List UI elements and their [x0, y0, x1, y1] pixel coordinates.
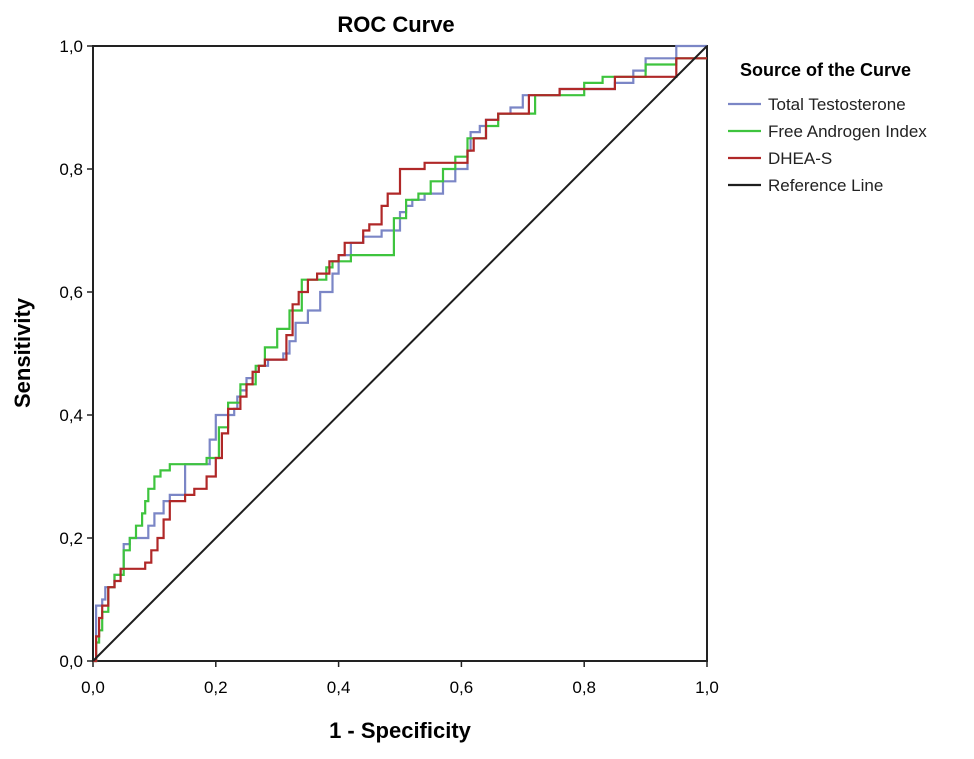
y-axis-title: Sensitivity: [10, 297, 35, 408]
legend-label-free-androgen-index: Free Androgen Index: [768, 122, 927, 141]
chart-title: ROC Curve: [337, 12, 454, 37]
legend-label-reference-line: Reference Line: [768, 176, 883, 195]
y-tick-label: 1,0: [59, 37, 83, 56]
series-layer: [92, 44, 708, 663]
y-tick-label: 0,8: [59, 160, 83, 179]
y-tick-label: 0,2: [59, 529, 83, 548]
legend-title: Source of the Curve: [740, 60, 911, 80]
legend-items: Total Testosterone Free Androgen Index DHE…: [728, 95, 927, 195]
x-tick-label: 0,2: [204, 678, 228, 697]
plot-area: 0,0 0,2 0,4 0,6 0,8 1,0 0,0 0,2 0,4 0,6 0,8 1,0: [59, 37, 718, 697]
series-line-reference-line: [92, 45, 708, 662]
legend-label-total-testosterone: Total Testosterone: [768, 95, 906, 114]
x-tick-label: 0,4: [327, 678, 351, 697]
x-tick-label: 0,6: [450, 678, 474, 697]
series-line-dhea-s: [93, 57, 707, 663]
x-tick-label: 0,0: [81, 678, 105, 697]
x-axis-title: 1 - Specificity: [329, 718, 472, 743]
x-tick-label: 0,8: [572, 678, 596, 697]
legend-label-dhea-s: DHEA-S: [768, 149, 832, 168]
y-tick-label: 0,4: [59, 406, 83, 425]
legend: Source of the Curve Total Testosterone Fr…: [728, 60, 927, 195]
y-tick-label: 0,6: [59, 283, 83, 302]
y-axis: 0,0 0,2 0,4 0,6 0,8 1,0: [59, 37, 93, 671]
x-tick-label: 1,0: [695, 678, 719, 697]
x-axis: 0,0 0,2 0,4 0,6 0,8 1,0: [81, 661, 719, 697]
y-tick-label: 0,0: [59, 652, 83, 671]
